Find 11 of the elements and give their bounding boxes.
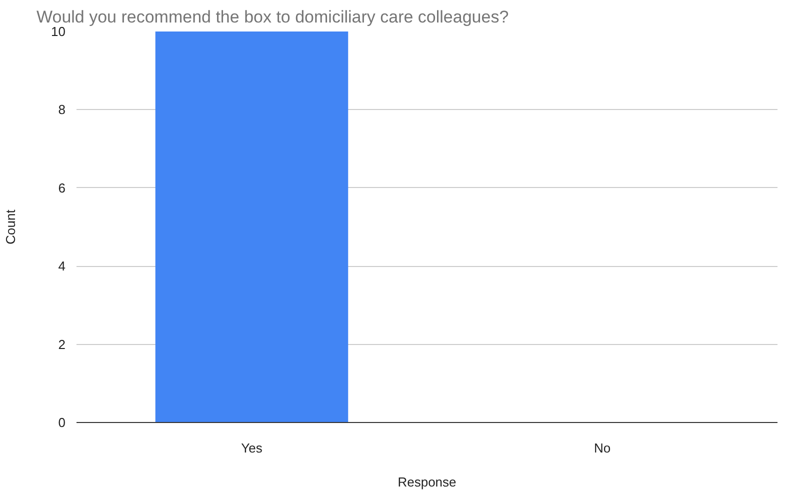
y-tick-label: 2 — [58, 336, 66, 352]
y-tick-label: 6 — [58, 180, 66, 196]
y-tick-label: 8 — [58, 102, 66, 118]
y-tick-label: 0 — [58, 415, 66, 430]
x-axis-title: Response — [398, 474, 456, 490]
y-tick-label: 4 — [58, 258, 66, 274]
chart-title: Would you recommend the box to domiciliary care colleagues? — [36, 8, 509, 26]
y-tick-label: 10 — [51, 24, 66, 39]
y-axis-title: Count — [3, 209, 18, 244]
x-tick-label: Yes — [241, 440, 263, 456]
x-tick-label: No — [594, 440, 611, 456]
